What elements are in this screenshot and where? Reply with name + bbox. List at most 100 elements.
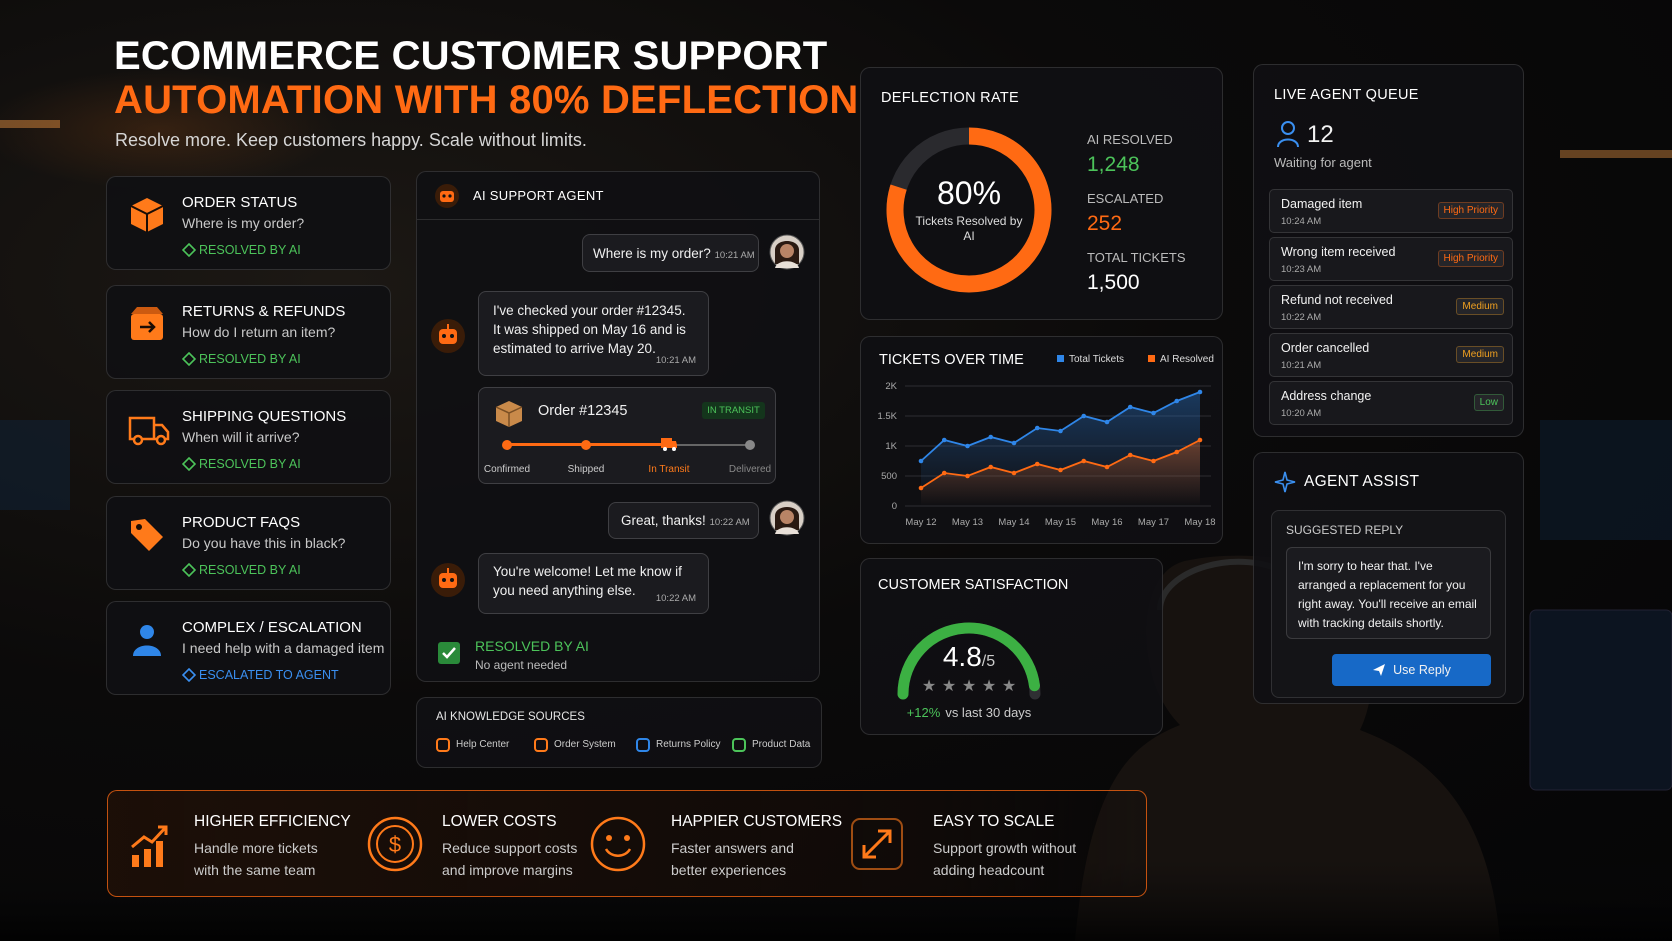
point	[1104, 419, 1110, 425]
y-tick-label: 1.5K	[877, 411, 897, 422]
category-icon	[127, 195, 167, 240]
point	[965, 473, 970, 479]
item-time: 10:23 AM	[1281, 264, 1322, 275]
donut-value: 80%	[937, 175, 1001, 211]
category-card: ORDER STATUS Where is my order? RESOLVED B…	[106, 176, 391, 270]
benefit-icon: $	[366, 815, 424, 878]
benefit-text: Handle more tickets with the same team	[194, 840, 318, 878]
subtitle: Resolve more. Keep customers happy. Scal…	[115, 130, 587, 150]
x-tick-label: May 13	[952, 517, 983, 528]
step-label: Shipped	[567, 464, 605, 475]
button-label[interactable]: Use Reply	[1393, 663, 1451, 677]
priority-badge: Medium	[1456, 298, 1504, 315]
donut-arc	[886, 127, 1052, 293]
point	[1151, 410, 1156, 416]
category-icon	[127, 409, 171, 454]
source-icon	[534, 738, 548, 757]
change-value: +12%	[907, 705, 941, 720]
change-text: vs last 30 days	[945, 705, 1031, 720]
point	[1081, 458, 1087, 464]
point	[1197, 437, 1203, 443]
category-icon	[127, 304, 167, 349]
category-card: SHIPPING QUESTIONS When will it arrive? RE…	[106, 390, 391, 484]
item-title: Damaged item	[1281, 197, 1363, 211]
legend-label: AI Resolved	[1160, 354, 1214, 365]
stat-value: 1,248	[1087, 153, 1140, 176]
stat-value: 252	[1087, 212, 1122, 235]
panel-title: TICKETS OVER TIME	[879, 352, 1024, 368]
category-question: Do you have this in black?	[182, 535, 346, 551]
step-label: Delivered	[728, 464, 772, 475]
point	[1034, 425, 1040, 431]
point	[1127, 404, 1133, 410]
use-reply-button[interactable]: Use Reply	[1332, 654, 1491, 686]
source-label: Product Data	[752, 739, 811, 750]
status-icon	[181, 562, 197, 582]
panel-title: LIVE AGENT QUEUE	[1274, 87, 1419, 103]
step-dot	[745, 440, 755, 450]
message-time: 10:22 AM	[655, 593, 696, 604]
svg-text:$: $	[389, 832, 401, 857]
category-title: SHIPPING QUESTIONS	[182, 408, 347, 425]
category-status: RESOLVED BY AI	[199, 563, 301, 577]
category-title: ORDER STATUS	[182, 194, 298, 211]
priority-badge: High Priority	[1437, 250, 1504, 267]
queue-panel: LIVE AGENT QUEUE 12 Waiting for agent Da…	[1253, 64, 1524, 437]
assist-icon	[1274, 471, 1296, 498]
person-silhouette	[1075, 555, 1500, 941]
item-time: 10:21 AM	[1281, 360, 1322, 371]
star: ★	[942, 678, 956, 695]
message-text: You're welcome! Let me know if you need …	[493, 564, 682, 598]
user-avatar	[769, 234, 805, 275]
point	[1174, 449, 1180, 455]
benefit-title: EASY TO SCALE	[933, 813, 1055, 830]
star: ★	[982, 678, 996, 695]
source-label: Order System	[554, 739, 616, 750]
point	[918, 458, 924, 464]
point	[941, 437, 947, 443]
point	[965, 443, 970, 449]
donut-chart: 80% Tickets Resolved by AI AI RESOLVED 1,24…	[886, 127, 1186, 294]
x-tick-label: May 14	[998, 517, 1029, 528]
x-tick-label: May 16	[1091, 517, 1122, 528]
step-dot	[581, 440, 591, 450]
benefit-text: Reduce support costs and improve margins	[442, 840, 578, 878]
y-tick-label: 500	[881, 471, 897, 482]
legend-swatch	[1148, 355, 1155, 362]
score-value: 4.8	[943, 641, 982, 672]
package-icon	[493, 398, 525, 435]
point	[918, 485, 924, 491]
order-card: Order #12345 IN TRANSIT Confirmed Shipped…	[478, 387, 776, 484]
stat-value: 1,500	[1087, 271, 1140, 294]
bot-message: You're welcome! Let me know if you need …	[478, 553, 709, 614]
y-tick-label: 2K	[885, 381, 897, 392]
bot-message: I've checked your order #12345. It was s…	[478, 291, 709, 376]
queue-item: Order cancelled 10:21 AM Medium	[1269, 333, 1513, 377]
user-avatar	[769, 500, 805, 541]
point	[1058, 467, 1063, 473]
x-tick-label: May 12	[905, 517, 936, 528]
title-line: ECOMMERCE CUSTOMER SUPPORT	[114, 34, 828, 78]
message-text: Great, thanks!	[621, 513, 706, 528]
knowledge-panel: AI KNOWLEDGE SOURCES Help Center Order Sy…	[416, 697, 822, 768]
source-icon	[732, 738, 746, 757]
queue-item: Refund not received 10:22 AM Medium	[1269, 285, 1513, 329]
order-status: IN TRANSIT	[702, 402, 765, 419]
point	[1034, 461, 1040, 467]
csat-score: 4.8/5	[943, 641, 995, 672]
benefits-bar: HIGHER EFFICIENCY Handle more tickets wit…	[107, 790, 1147, 897]
line-chart: TICKETS OVER TIME 0 500 1K 1.5K 2K May 12 May 1…	[877, 352, 1215, 528]
panel-title: DEFLECTION RATE	[881, 90, 1019, 106]
category-question: I need help with a damaged item	[182, 640, 385, 656]
item-time: 10:20 AM	[1281, 408, 1322, 419]
item-title: Refund not received	[1281, 293, 1393, 307]
x-tick-label: May 15	[1045, 517, 1076, 528]
category-question: Where is my order?	[182, 215, 305, 231]
resolved-title: RESOLVED BY AI	[475, 638, 589, 654]
item-time: 10:22 AM	[1281, 312, 1322, 323]
point	[1127, 452, 1133, 458]
donut-caption-box: Tickets Resolved by AI	[916, 214, 1023, 243]
point	[1011, 440, 1017, 446]
legend-label: Total Tickets	[1069, 354, 1124, 365]
